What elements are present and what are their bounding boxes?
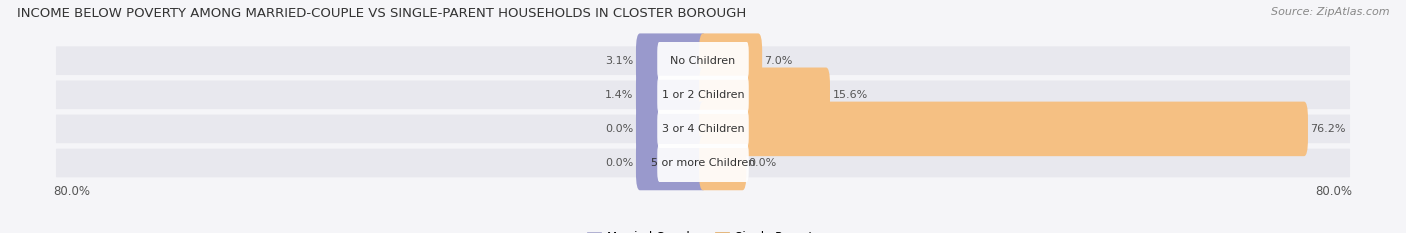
FancyBboxPatch shape: [657, 76, 749, 114]
Text: 3.1%: 3.1%: [606, 56, 634, 66]
FancyBboxPatch shape: [699, 33, 762, 88]
Legend: Married Couples, Single Parents: Married Couples, Single Parents: [582, 226, 824, 233]
FancyBboxPatch shape: [699, 136, 747, 190]
FancyBboxPatch shape: [56, 149, 1350, 177]
Text: 0.0%: 0.0%: [606, 124, 634, 134]
Text: 3 or 4 Children: 3 or 4 Children: [662, 124, 744, 134]
Text: 15.6%: 15.6%: [832, 90, 868, 100]
FancyBboxPatch shape: [699, 68, 830, 122]
FancyBboxPatch shape: [636, 136, 707, 190]
FancyBboxPatch shape: [56, 115, 1350, 143]
Text: 0.0%: 0.0%: [606, 158, 634, 168]
FancyBboxPatch shape: [699, 102, 1308, 156]
FancyBboxPatch shape: [657, 144, 749, 182]
Text: 1 or 2 Children: 1 or 2 Children: [662, 90, 744, 100]
Text: 1.4%: 1.4%: [605, 90, 634, 100]
Text: No Children: No Children: [671, 56, 735, 66]
Text: 5 or more Children: 5 or more Children: [651, 158, 755, 168]
Text: 0.0%: 0.0%: [749, 158, 778, 168]
FancyBboxPatch shape: [636, 68, 707, 122]
FancyBboxPatch shape: [636, 33, 707, 88]
FancyBboxPatch shape: [657, 110, 749, 148]
FancyBboxPatch shape: [56, 46, 1350, 75]
FancyBboxPatch shape: [657, 42, 749, 80]
FancyBboxPatch shape: [56, 80, 1350, 109]
Text: 7.0%: 7.0%: [765, 56, 793, 66]
FancyBboxPatch shape: [636, 102, 707, 156]
Text: INCOME BELOW POVERTY AMONG MARRIED-COUPLE VS SINGLE-PARENT HOUSEHOLDS IN CLOSTER: INCOME BELOW POVERTY AMONG MARRIED-COUPL…: [17, 7, 747, 20]
Text: Source: ZipAtlas.com: Source: ZipAtlas.com: [1271, 7, 1389, 17]
Text: 76.2%: 76.2%: [1310, 124, 1346, 134]
